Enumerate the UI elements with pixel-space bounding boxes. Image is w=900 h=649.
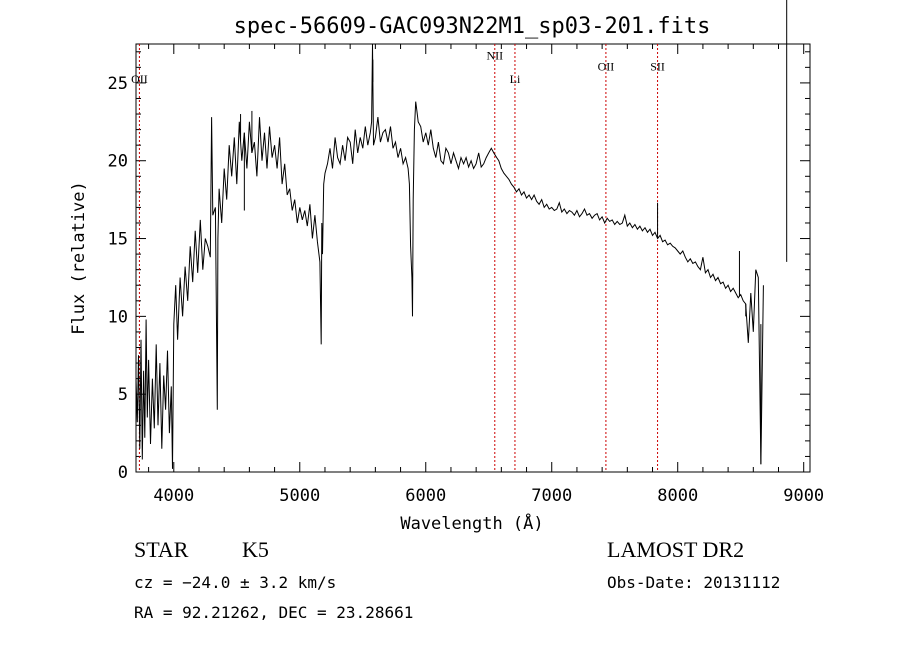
spectrum-series bbox=[135, 0, 788, 469]
chart-title: spec-56609-GAC093N22M1_sp03-201.fits bbox=[234, 14, 711, 39]
line-marker-label: NII bbox=[486, 49, 503, 63]
sky-coordinates: RA = 92.21262, DEC = 23.28661 bbox=[134, 603, 414, 622]
x-tick-label: 7000 bbox=[531, 486, 572, 506]
y-tick-label: 0 bbox=[118, 463, 128, 483]
y-tick-label: 15 bbox=[108, 230, 128, 250]
y-tick-label: 10 bbox=[108, 307, 128, 327]
y-axis-label: Flux (relative) bbox=[69, 181, 89, 335]
line-marker-label: SII bbox=[650, 59, 665, 73]
observation-date: Obs-Date: 20131112 bbox=[607, 573, 781, 592]
emission-line-markers: OII NII Li OII SII bbox=[131, 44, 665, 472]
line-marker-label: OII bbox=[598, 59, 615, 73]
x-tick-label: 5000 bbox=[279, 486, 320, 506]
y-axis-ticks: 0 5 10 15 20 25 bbox=[108, 51, 810, 483]
x-tick-label: 4000 bbox=[153, 486, 194, 506]
x-axis-label: Wavelength (Å) bbox=[400, 512, 543, 534]
object-class: STAR bbox=[134, 537, 189, 562]
x-axis-ticks: 4000 5000 6000 7000 8000 9000 bbox=[148, 44, 824, 506]
line-marker-label: OII bbox=[131, 72, 148, 86]
redshift-velocity: cz = −24.0 ± 3.2 km/s bbox=[134, 573, 337, 592]
survey-name: LAMOST DR2 bbox=[607, 537, 745, 562]
object-subclass: K5 bbox=[242, 537, 269, 562]
y-tick-label: 5 bbox=[118, 385, 128, 405]
plot-frame bbox=[135, 43, 811, 473]
y-tick-label: 20 bbox=[108, 152, 128, 172]
x-tick-label: 9000 bbox=[783, 486, 824, 506]
x-tick-label: 8000 bbox=[657, 486, 698, 506]
y-tick-label: 25 bbox=[108, 74, 128, 94]
line-marker-label: Li bbox=[510, 72, 521, 86]
spectrum-line bbox=[135, 43, 764, 469]
x-tick-label: 6000 bbox=[405, 486, 446, 506]
